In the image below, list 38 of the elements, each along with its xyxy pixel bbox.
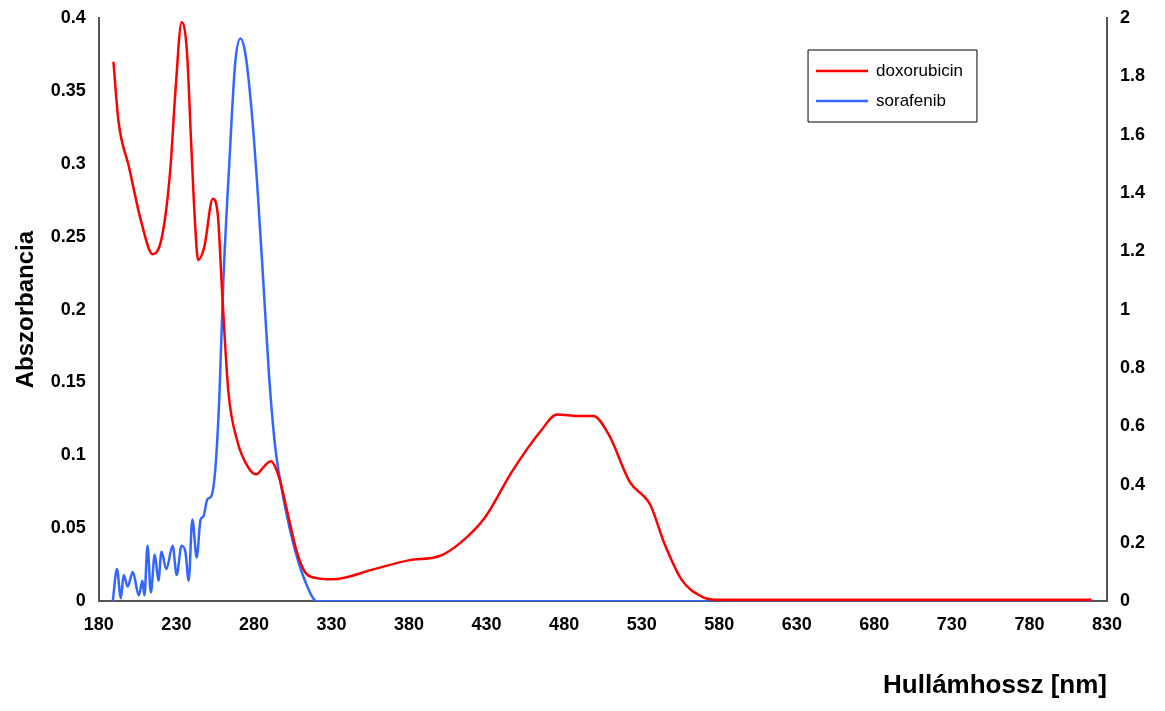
x-tick-label: 730	[936, 613, 967, 634]
x-tick-label: 180	[83, 613, 114, 634]
x-tick-label: 830	[1091, 613, 1122, 634]
x-tick-label: 430	[471, 613, 502, 634]
y-tick-label: 0.05	[50, 517, 86, 538]
x-tick-label: 380	[394, 613, 425, 634]
x-tick-label: 330	[316, 613, 347, 634]
y2-tick-label: 0.8	[1119, 356, 1146, 377]
y2-tick-label: 1.8	[1119, 65, 1146, 86]
x-tick-label: 530	[626, 613, 657, 634]
y2-tick-label: 1.6	[1119, 123, 1146, 144]
legend-label: sorafenib	[876, 90, 946, 110]
y2-tick-label: 0.2	[1119, 531, 1146, 552]
y2-tick-label: 0.4	[1119, 473, 1146, 494]
y2-tick-label: 1	[1119, 298, 1130, 319]
y2-tick-label: 1.2	[1119, 240, 1146, 261]
y-tick-label: 0.1	[60, 444, 86, 465]
y2-tick-label: 0	[1119, 590, 1130, 611]
y2-tick-label: 0.6	[1119, 415, 1146, 436]
y-tick-label: 0.4	[60, 6, 86, 27]
x-tick-label: 230	[161, 613, 192, 634]
y2-tick-label: 2	[1119, 6, 1130, 27]
x-tick-label: 480	[549, 613, 580, 634]
y-tick-label: 0.25	[50, 225, 86, 246]
y-tick-label: 0.15	[50, 371, 86, 392]
y-tick-label: 0.3	[60, 152, 86, 173]
x-tick-label: 580	[704, 613, 735, 634]
y-axis-title: Abszorbancia	[11, 230, 39, 389]
x-axis-title: Hullámhossz [nm]	[883, 668, 1107, 699]
y-tick-label: 0	[75, 590, 86, 611]
y-tick-label: 0.2	[60, 298, 86, 319]
x-tick-label: 680	[859, 613, 890, 634]
x-tick-label: 280	[238, 613, 269, 634]
y-tick-label: 0.35	[50, 79, 86, 100]
x-tick-label: 630	[781, 613, 812, 634]
y2-tick-label: 1.4	[1119, 181, 1146, 202]
x-tick-label: 780	[1014, 613, 1045, 634]
legend-label: doxorubicin	[876, 60, 963, 80]
